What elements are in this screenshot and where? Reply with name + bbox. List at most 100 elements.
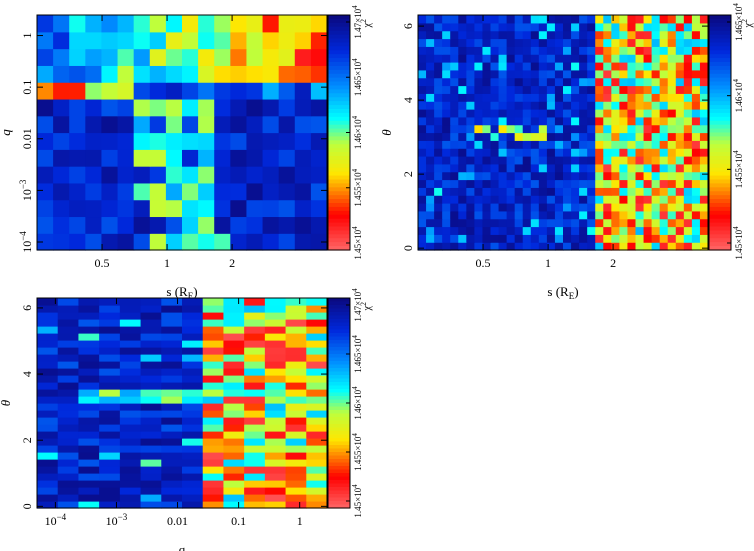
heatmap-cell (99, 494, 121, 502)
heatmap-cell (202, 431, 225, 439)
colorbar-segment (328, 473, 350, 478)
colorbar-segment (328, 73, 350, 79)
colorbar-segment (709, 246, 731, 251)
heatmap-cell (101, 115, 119, 134)
colorbar-segment (328, 410, 350, 415)
heatmap-cell (426, 77, 435, 87)
heatmap-cell (140, 494, 162, 502)
heatmap-cell (522, 195, 532, 204)
colorbar-segment (328, 50, 350, 55)
heatmap-cell (306, 494, 328, 502)
heatmap-cell (418, 195, 427, 204)
heatmap-cell (675, 242, 685, 251)
heatmap-cell (571, 156, 580, 165)
heatmap-cell (619, 187, 629, 196)
heatmap-cell (426, 62, 435, 71)
heatmap-cell (149, 31, 167, 50)
heatmap-cell (595, 156, 604, 165)
heatmap-cell (579, 218, 588, 228)
heatmap-cell (149, 149, 167, 167)
heatmap-cell (603, 171, 612, 181)
heatmap-cell (466, 148, 475, 157)
heatmap-cell (643, 30, 653, 40)
heatmap-cell (466, 116, 475, 126)
heatmap-cell (675, 54, 685, 63)
colorbar-segment (709, 22, 731, 28)
heatmap-cell (466, 171, 475, 181)
heatmap-cell (140, 354, 162, 362)
heatmap-cell (161, 389, 183, 397)
heatmap-cell (264, 445, 287, 453)
heatmap-cell (418, 218, 427, 228)
heatmap-cell (418, 234, 427, 243)
heatmap-cell (546, 116, 556, 126)
colorbar-segment (709, 156, 731, 161)
heatmap-cell (466, 218, 475, 228)
heatmap-cell (571, 30, 580, 40)
heatmap-cell (635, 116, 645, 126)
heatmap-cell (57, 417, 80, 425)
heatmap-cell (490, 203, 500, 212)
heatmap-cell (619, 38, 629, 47)
heatmap-cell (506, 85, 516, 94)
heatmap-cell (554, 93, 564, 102)
colorbar-segment (328, 501, 350, 506)
heatmap-cell (161, 410, 183, 418)
y-tick-label: 6 (20, 305, 34, 311)
heatmap-cell (675, 210, 685, 220)
heatmap-cell (498, 148, 508, 157)
heatmap-cell (675, 163, 685, 173)
heatmap-cell (579, 22, 588, 32)
heatmap-cell (538, 203, 548, 212)
heatmap-cell (571, 234, 580, 243)
heatmap-cell (165, 65, 183, 83)
heatmap-cell (223, 361, 245, 369)
colorbar-segment (328, 424, 350, 429)
heatmap-cell (418, 69, 427, 79)
heatmap-cell (306, 403, 328, 411)
heatmap-cell (691, 242, 701, 251)
heatmap-cell (310, 115, 328, 134)
colorbar-segment (709, 85, 731, 91)
heatmap-cell (571, 124, 580, 134)
heatmap-cell (306, 319, 328, 327)
heatmap-cell (278, 233, 296, 251)
heatmap-cell (635, 124, 645, 134)
heatmap-cell (619, 179, 629, 188)
heatmap-cell (587, 38, 596, 47)
heatmap-cell (659, 242, 669, 251)
heatmap-cell (161, 326, 183, 334)
heatmap-cell (619, 218, 629, 228)
heatmap-cell (691, 226, 701, 235)
heatmap-cell (285, 410, 307, 418)
heatmap-cell (244, 361, 266, 369)
heatmap-cell (466, 77, 475, 87)
heatmap-cell (530, 242, 540, 251)
heatmap-cell (140, 410, 162, 418)
heatmap-cell (498, 93, 508, 102)
heatmap-cell (530, 171, 540, 181)
heatmap-cell (306, 326, 328, 334)
heatmap-cell (482, 195, 492, 204)
heatmap-cell (78, 326, 100, 334)
heatmap-cell (595, 140, 604, 149)
heatmap-cell (554, 179, 564, 188)
heatmap-cell (418, 242, 427, 251)
heatmap-cell (699, 132, 709, 141)
heatmap-cell (264, 368, 287, 376)
heatmap-cell (99, 424, 121, 432)
heatmap-cell (627, 116, 637, 126)
heatmap-cell (474, 226, 484, 235)
heatmap-cell (522, 101, 532, 110)
heatmap-cell (442, 163, 451, 173)
heatmap-cell (202, 403, 225, 411)
heatmap-cell (579, 140, 588, 149)
heatmap-cell (53, 48, 70, 66)
heatmap-cell (161, 473, 183, 481)
heatmap-cell (442, 30, 451, 40)
heatmap-cell (262, 98, 280, 117)
heatmap-cell (506, 46, 516, 55)
heatmap-cell (119, 473, 142, 481)
heatmap-cell (37, 15, 54, 33)
heatmap-cell (571, 242, 580, 251)
